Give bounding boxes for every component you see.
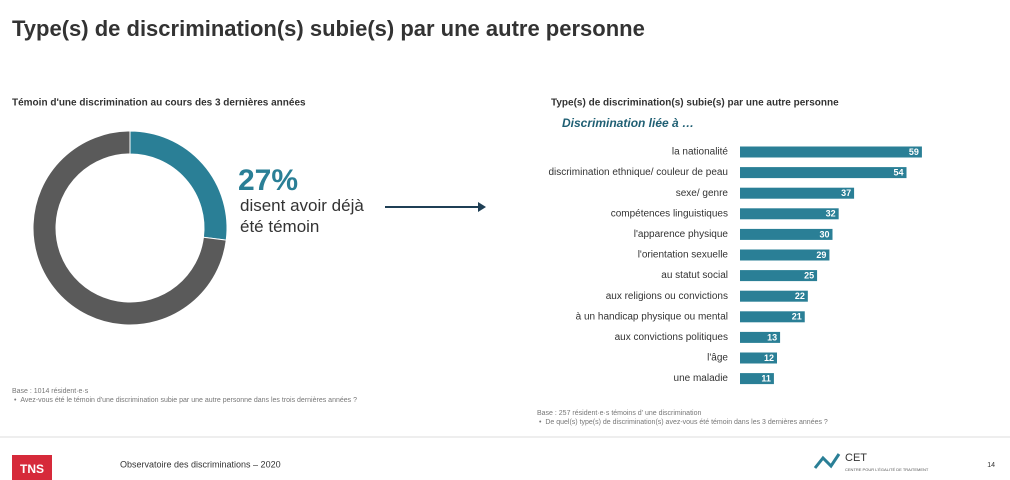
bar <box>740 228 833 240</box>
value-label: 13 <box>767 332 777 342</box>
note-base: Base : 1014 résident·e·s <box>12 388 89 395</box>
bar <box>740 331 781 343</box>
bar <box>740 290 808 302</box>
y-tick-label: aux convictions politiques <box>615 332 728 343</box>
donut-annotation: disent avoir déjà été témoin <box>240 196 364 236</box>
note-question: De quel(s) type(s) de discrimination(s) … <box>537 418 997 427</box>
bar <box>740 270 818 282</box>
bar <box>740 311 805 323</box>
value-label: 29 <box>816 250 826 260</box>
bar <box>740 208 839 220</box>
bar <box>740 249 830 261</box>
slide-title: Type(s) de discrimination(s) subie(s) pa… <box>12 16 645 41</box>
value-label: 54 <box>893 167 903 177</box>
y-tick-label: sexe/ genre <box>676 188 729 199</box>
brand: TNS <box>20 462 44 476</box>
bar <box>740 146 922 158</box>
note-right: Base : 257 résident·e·s témoins d' une d… <box>537 409 997 427</box>
bar-subtitle: Discrimination liée à … <box>562 116 694 130</box>
value-label: 59 <box>909 147 919 157</box>
bar-title: Type(s) de discrimination(s) subie(s) pa… <box>551 98 839 109</box>
note-question: Avez-vous été le témoin d'une discrimina… <box>12 396 482 405</box>
y-tick-label: l'apparence physique <box>634 229 729 240</box>
brand-box <box>12 455 52 480</box>
note-left: Base : 1014 résident·e·s Avez-vous été l… <box>12 387 482 405</box>
y-tick-label: l'orientation sexuelle <box>638 250 729 261</box>
bar <box>740 187 855 199</box>
value-label: 21 <box>792 312 802 322</box>
logo-icon <box>813 453 841 469</box>
value-label: 27% <box>238 164 298 197</box>
value-label: 32 <box>826 209 836 219</box>
arrow-head <box>478 202 486 212</box>
bar <box>740 167 907 179</box>
footer-source: Observatoire des discriminations – 2020 <box>120 459 281 469</box>
donut-slice <box>32 130 227 326</box>
y-tick-label: l'âge <box>707 353 728 364</box>
donut-title: Témoin d'une discrimination au cours des… <box>12 98 306 109</box>
y-tick-label: à un handicap physique ou mental <box>576 311 728 322</box>
logo-subtitle: CENTRE POUR L'ÉGALITÉ DE TRAITEMENT <box>845 467 929 472</box>
page-number: 14 <box>987 462 995 469</box>
value-label: 12 <box>764 353 774 363</box>
value-label: 30 <box>819 229 829 239</box>
value-label: 25 <box>804 270 814 280</box>
note-base: Base : 257 résident·e·s témoins d' une d… <box>537 410 702 417</box>
value-label: 11 <box>761 373 771 383</box>
y-tick-label: aux religions ou convictions <box>606 291 728 302</box>
bar <box>740 373 774 385</box>
y-tick-label: la nationalité <box>672 147 729 158</box>
value-label: 37 <box>841 188 851 198</box>
value-label: 22 <box>795 291 805 301</box>
logo: CET <box>845 452 867 464</box>
y-tick-label: au statut social <box>661 270 728 281</box>
y-tick-label: discrimination ethnique/ couleur de peau <box>548 167 728 178</box>
y-tick-label: une maladie <box>674 373 729 384</box>
y-tick-label: compétences linguistiques <box>611 208 728 219</box>
donut-slice <box>129 130 228 241</box>
bar <box>740 352 777 364</box>
